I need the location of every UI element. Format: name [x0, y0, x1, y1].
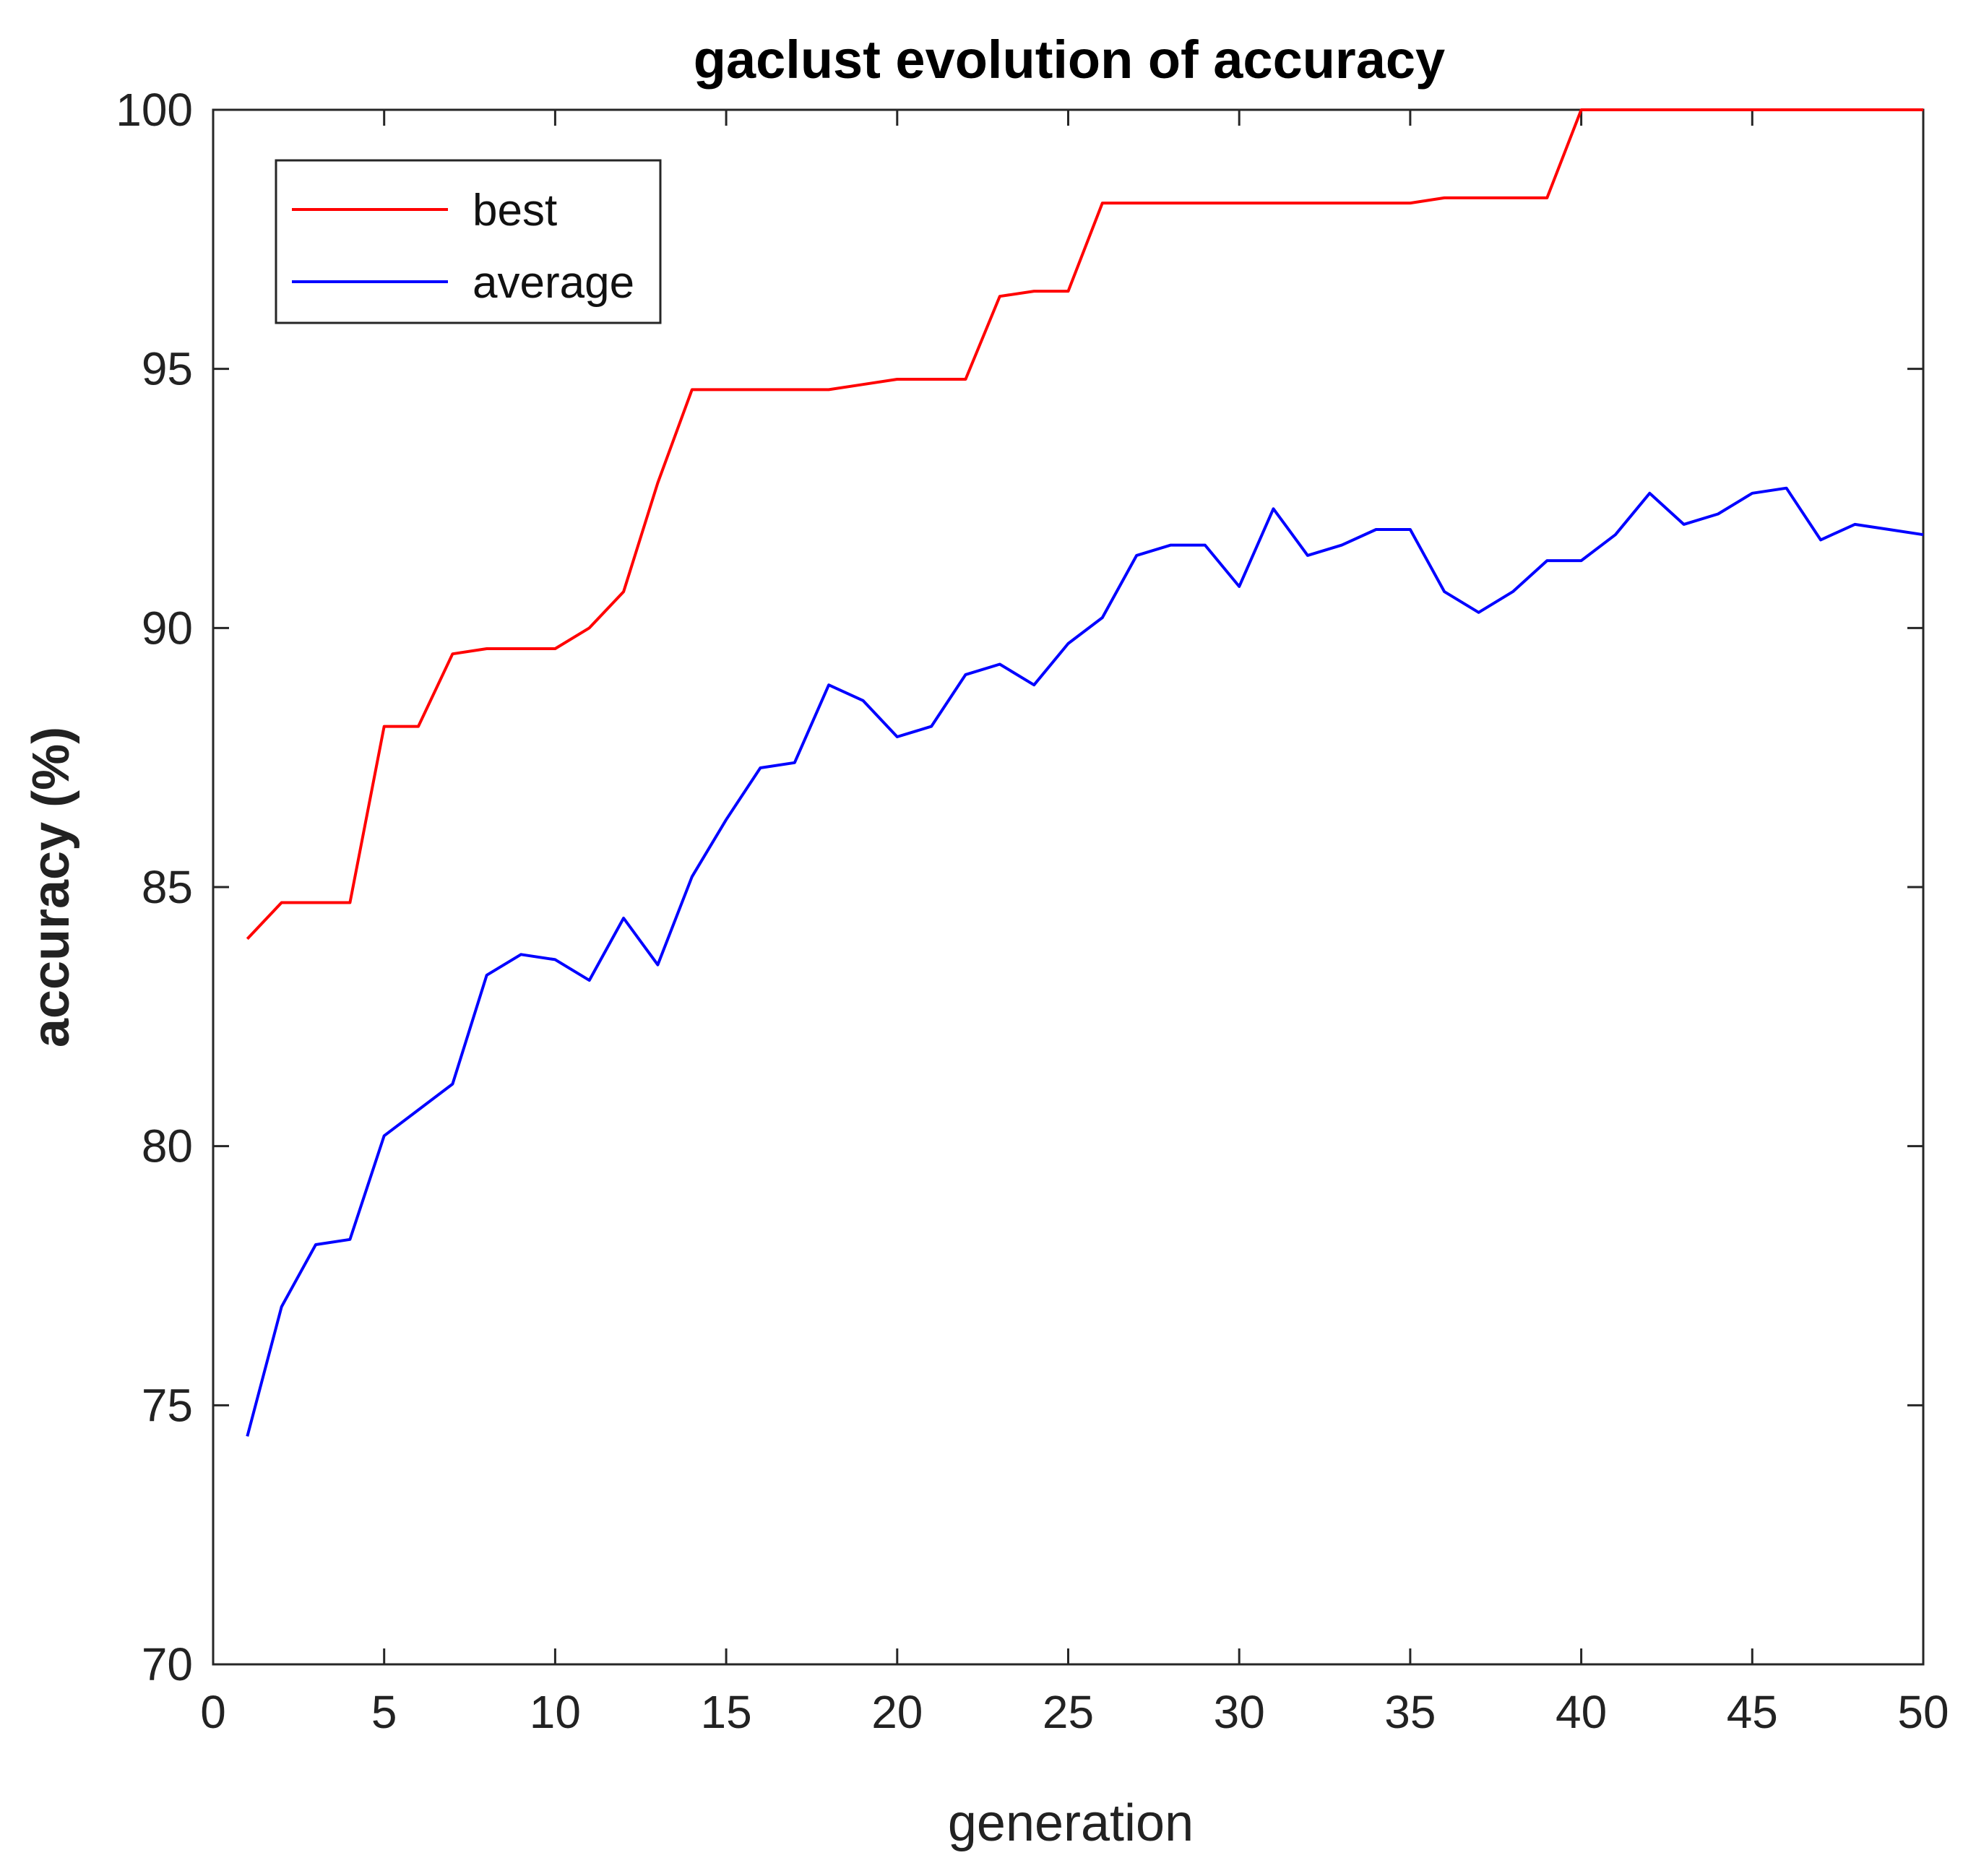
x-axis-label: generation: [948, 1794, 1194, 1852]
plot-frame: [212, 108, 1925, 1666]
x-tick-label: 40: [1556, 1686, 1607, 1738]
chart-title: gaclust evolution of accuracy: [694, 30, 1445, 90]
series-lines: [246, 108, 1924, 1437]
legend: best average: [275, 159, 662, 324]
x-tick-label: 0: [200, 1686, 226, 1738]
series-line-average: [246, 486, 1924, 1437]
y-tick-label: 90: [142, 602, 193, 654]
y-tick-label: 80: [142, 1120, 193, 1172]
x-tick-label: 30: [1214, 1686, 1265, 1738]
legend-box: [275, 159, 662, 324]
series-line-best: [246, 108, 1923, 941]
y-tick-label: 70: [142, 1638, 193, 1690]
x-tick-label: 20: [871, 1686, 923, 1738]
x-tick-label: 45: [1727, 1686, 1778, 1738]
x-tick-label: 35: [1384, 1686, 1436, 1738]
axis-ticks: 0 5 10 15 20 25 30 35 40 45 50 70 75 80 85 90 95 100: [116, 84, 1949, 1738]
x-tick-label: 10: [530, 1686, 581, 1738]
y-tick-label: 85: [142, 861, 193, 913]
y-tick-label: 95: [142, 343, 193, 395]
x-tick-label: 50: [1897, 1686, 1949, 1738]
y-tick-label: 100: [116, 84, 193, 136]
x-tick-label: 5: [371, 1686, 397, 1738]
x-tick-label: 15: [701, 1686, 752, 1738]
x-tick-label: 25: [1043, 1686, 1094, 1738]
y-axis-label: accuracy (%): [22, 727, 80, 1047]
plot-area: [212, 108, 1925, 1666]
legend-label-average: average: [473, 258, 634, 308]
y-tick-label: 75: [142, 1379, 193, 1431]
legend-label-best: best: [473, 186, 557, 235]
